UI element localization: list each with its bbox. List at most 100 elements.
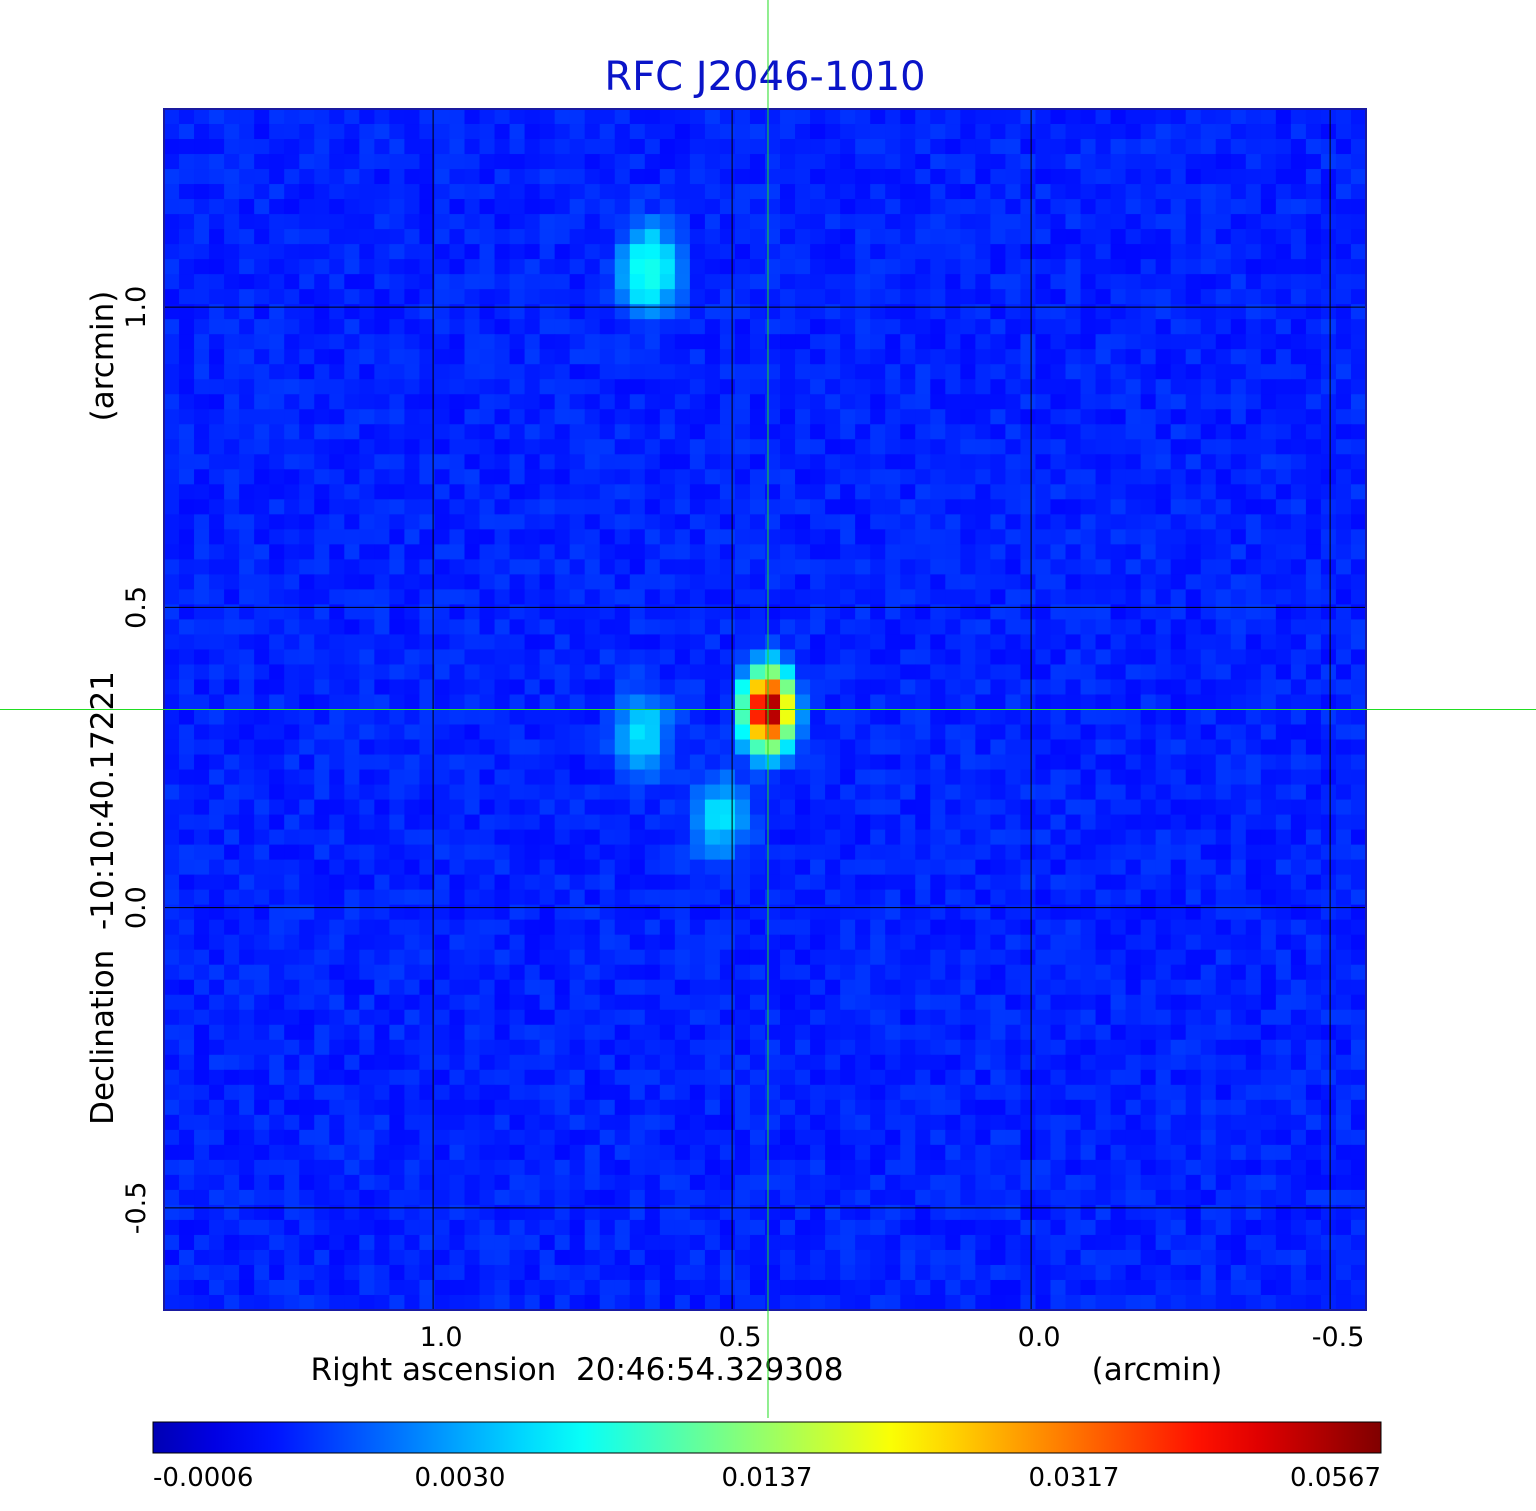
heatmap-cell (419, 334, 436, 350)
heatmap-cell (1110, 589, 1127, 606)
heatmap-cell (1095, 784, 1112, 801)
heatmap-cell (254, 634, 270, 651)
heatmap-cell (569, 814, 586, 831)
heatmap-cell (539, 994, 556, 1011)
heatmap-cell (1215, 319, 1232, 335)
heatmap-cell (254, 709, 270, 726)
heatmap-cell (1005, 934, 1022, 951)
heatmap-cell (975, 1024, 991, 1041)
heatmap-cell (554, 214, 571, 230)
heatmap-cell (659, 694, 676, 711)
heatmap-cell (1155, 139, 1172, 155)
heatmap-cell (1320, 214, 1337, 230)
heatmap-cell (689, 319, 706, 335)
heatmap-cell (194, 799, 210, 816)
heatmap-cell (900, 574, 916, 590)
heatmap-cell (629, 394, 646, 410)
heatmap-cell (1065, 874, 1082, 891)
heatmap-cell (1290, 364, 1307, 380)
heatmap-cell (629, 844, 646, 861)
heatmap-cell (269, 289, 285, 305)
heatmap-cell (254, 934, 270, 951)
heatmap-cell (689, 754, 706, 771)
heatmap-cell (209, 574, 225, 590)
heatmap-cell (960, 229, 976, 245)
heatmap-cell (524, 889, 541, 906)
heatmap-cell (1170, 439, 1187, 455)
heatmap-cell (344, 874, 360, 891)
heatmap-cell (359, 784, 375, 801)
heatmap-cell (1200, 379, 1217, 395)
heatmap-cell (1035, 889, 1052, 906)
heatmap-cell (479, 349, 496, 365)
heatmap-cell (674, 1039, 691, 1056)
heatmap-cell (1230, 904, 1247, 921)
heatmap-cell (975, 394, 991, 410)
heatmap-cell (1200, 889, 1217, 906)
heatmap-cell (749, 454, 766, 470)
heatmap-cell (479, 379, 496, 395)
heatmap-cell (1350, 709, 1367, 726)
heatmap-cell (389, 949, 406, 966)
heatmap-cell (1155, 889, 1172, 906)
heatmap-cell (269, 919, 285, 936)
heatmap-cell (179, 349, 195, 365)
heatmap-cell (674, 754, 691, 771)
heatmap-cell (254, 844, 270, 861)
heatmap-cell (449, 619, 466, 636)
heatmap-cell (704, 769, 721, 786)
heatmap-cell (855, 874, 871, 891)
heatmap-cell (314, 274, 330, 290)
heatmap-cell (659, 799, 676, 816)
heatmap-cell (509, 1024, 526, 1041)
heatmap-cell (1035, 319, 1052, 335)
heatmap-cell (569, 904, 586, 921)
heatmap-cell (179, 1039, 195, 1056)
heatmap-cell (554, 229, 571, 245)
heatmap-cell (284, 484, 300, 500)
heatmap-cell (734, 424, 751, 440)
heatmap-cell (374, 574, 390, 590)
heatmap-cell (644, 754, 661, 771)
heatmap-cell (1200, 739, 1217, 756)
heatmap-cell (569, 619, 586, 636)
heatmap-cell (539, 439, 556, 455)
heatmap-cell (765, 874, 781, 891)
heatmap-cell (1110, 709, 1127, 726)
heatmap-cell (780, 679, 796, 696)
heatmap-cell (1275, 424, 1292, 440)
heatmap-cell (1245, 979, 1262, 996)
heatmap-cell (629, 124, 646, 140)
heatmap-cell (749, 139, 766, 155)
heatmap-cell (209, 544, 225, 560)
heatmap-cell (704, 754, 721, 771)
heatmap-cell (1305, 724, 1322, 741)
heatmap-cell (704, 394, 721, 410)
heatmap-cell (825, 694, 841, 711)
heatmap-cell (554, 829, 571, 846)
heatmap-cell (704, 889, 721, 906)
heatmap-cell (689, 994, 706, 1011)
heatmap-cell (539, 409, 556, 425)
heatmap-cell (374, 529, 390, 545)
heatmap-cell (780, 589, 796, 606)
heatmap-cell (569, 754, 586, 771)
heatmap-cell (840, 109, 856, 125)
heatmap-cell (689, 1009, 706, 1026)
heatmap-cell (1230, 124, 1247, 140)
heatmap-cell (1080, 769, 1097, 786)
heatmap-cell (344, 379, 360, 395)
heatmap-cell (1320, 244, 1337, 260)
heatmap-cell (1005, 484, 1022, 500)
heatmap-cell (359, 244, 375, 260)
heatmap-cell (749, 199, 766, 215)
heatmap-cell (344, 664, 360, 681)
heatmap-cell (599, 634, 616, 651)
heatmap-cell (1200, 409, 1217, 425)
heatmap-cell (554, 289, 571, 305)
heatmap-cell (524, 724, 541, 741)
heatmap-cell (765, 784, 781, 801)
heatmap-cell (674, 889, 691, 906)
heatmap-cell (239, 124, 255, 140)
chart-title: RFC J2046-1010 (604, 54, 925, 100)
